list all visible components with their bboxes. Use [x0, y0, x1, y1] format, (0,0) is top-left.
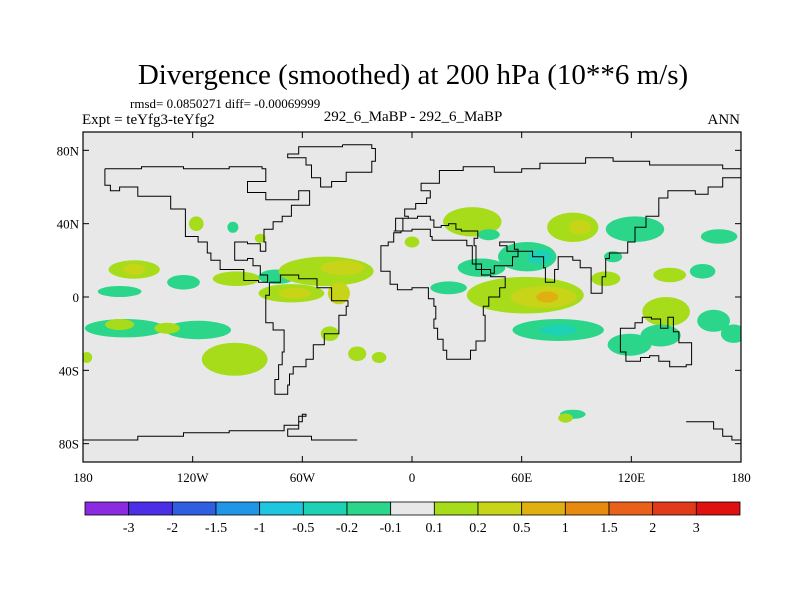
divergence-blob-32 [700, 229, 738, 244]
divergence-blob-7 [97, 286, 142, 297]
colorbar-label: -3 [123, 521, 135, 536]
colorbar-swatch [521, 501, 566, 516]
divergence-blob-15 [105, 319, 135, 330]
colorbar-swatch [390, 501, 435, 516]
divergence-blob-40 [653, 267, 687, 283]
divergence-blob-26 [430, 281, 467, 295]
colorbar-swatch [84, 501, 130, 516]
divergence-blob-19 [201, 342, 268, 376]
divergence-blob-42 [642, 297, 690, 327]
divergence-blob-39 [607, 333, 652, 356]
divergence-blob-18 [83, 352, 93, 363]
coastline-australia [619, 316, 693, 368]
divergence-blob-1 [227, 221, 239, 233]
coastline-greenland [287, 144, 376, 188]
divergence-blob-24 [404, 236, 420, 248]
coastline-eurasia [393, 157, 741, 294]
colorbar-swatch [259, 501, 304, 516]
y-tick-label: 80S [59, 437, 79, 452]
colorbar-label: 2 [649, 521, 656, 536]
divergence-blob-49 [604, 251, 623, 263]
colorbar-label: 0.5 [513, 521, 531, 536]
colorbar-swatch [695, 501, 741, 516]
divergence-blob-10 [320, 260, 365, 276]
stats-text: rmsd= 0.0850271 diff= -0.00069999 [130, 96, 320, 111]
colorbar-label: -2 [166, 521, 178, 536]
coastline-south-america [265, 274, 349, 395]
divergence-blob-43 [640, 324, 681, 347]
x-tick-label: 120E [618, 470, 646, 485]
colorbar-label: 1.5 [600, 521, 618, 536]
divergence-blob-13 [327, 282, 350, 305]
y-tick-label: 80N [57, 143, 80, 158]
divergence-blob-4 [123, 264, 146, 275]
divergence-blob-41 [689, 264, 716, 279]
divergence-blob-38 [539, 324, 577, 336]
divergence-blob-47 [558, 413, 573, 423]
colorbar-swatch [128, 501, 173, 516]
divergence-blob-2 [254, 233, 266, 243]
colorbar-label: -0.2 [336, 521, 358, 536]
divergence-blob-23 [477, 229, 500, 241]
colorbar-label: 0.1 [426, 521, 444, 536]
divergence-blob-0 [189, 216, 204, 231]
map-background [83, 132, 741, 462]
y-tick-label: 40S [59, 363, 79, 378]
divergence-blob-12 [278, 287, 312, 299]
colorbar-swatch [302, 501, 348, 516]
season-label: ANN [708, 112, 741, 128]
colorbar-swatch [608, 501, 654, 516]
divergence-blob-16 [165, 320, 232, 340]
x-tick-label: 0 [409, 470, 416, 485]
subtitle: 292_6_MaBP - 292_6_MaBP [324, 109, 503, 125]
colorbar-swatch [564, 501, 610, 516]
colorbar-label: -0.5 [292, 521, 314, 536]
colorbar-swatch [477, 501, 523, 516]
x-tick-label: 60E [511, 470, 532, 485]
divergence-blob-30 [569, 220, 592, 235]
divergence-blob-20 [348, 346, 367, 362]
divergence-blob-5 [167, 275, 200, 290]
colorbar-label: 3 [693, 521, 700, 536]
colorbar-label: -1.5 [205, 521, 227, 536]
colorbar: -3 -2 -1.5 -1 -0.5 -0.2 -0.1 0.1 0.2 0.5 1 1.5 2 3 [84, 501, 741, 536]
x-tick-label: 180 [731, 470, 751, 485]
colorbar-swatch [215, 501, 261, 516]
colorbar-swatch [171, 501, 217, 516]
coastline-antarctica-lon-west [83, 413, 358, 441]
colorbar-label: -1 [254, 521, 266, 536]
x-tick-label: 180 [73, 470, 93, 485]
chart-title: Divergence (smoothed) at 200 hPa (10**6 … [138, 59, 688, 91]
colorbar-label: -0.1 [380, 521, 402, 536]
case-label: Expt = teYfg3-teYfg2 [82, 112, 215, 128]
x-tick-label: 60W [290, 470, 316, 485]
coastlines [83, 144, 741, 441]
divergence-blob-35 [536, 291, 559, 303]
colorbar-swatch [346, 501, 392, 516]
colorbar-swatch [433, 501, 479, 516]
divergence-blob-17 [154, 322, 180, 334]
x-axis: 180 120W 60W 0 60E 120E 180 [73, 132, 751, 485]
divergence-blob-6 [212, 271, 261, 287]
coastline-africa [380, 228, 506, 360]
divergence-blob-45 [720, 324, 741, 343]
coastline-antarctica-lon-east [686, 421, 741, 441]
y-axis: 80N 40N 0 40S 80S [57, 143, 741, 452]
colorbar-swatch [652, 501, 697, 516]
map-plot: 180 120W 60W 0 60E 120E 180 80N 40N 0 40S 80S [57, 131, 751, 485]
divergence-blob-44 [697, 309, 730, 332]
coastline-north-america [104, 166, 311, 283]
colorbar-label: 1 [562, 521, 569, 536]
x-tick-label: 120W [177, 470, 210, 485]
y-tick-label: 0 [73, 290, 80, 305]
divergence-blob-36 [591, 271, 621, 287]
colorbar-label: 0.2 [469, 521, 487, 536]
y-tick-label: 40N [57, 217, 80, 232]
divergence-blob-21 [371, 352, 387, 363]
